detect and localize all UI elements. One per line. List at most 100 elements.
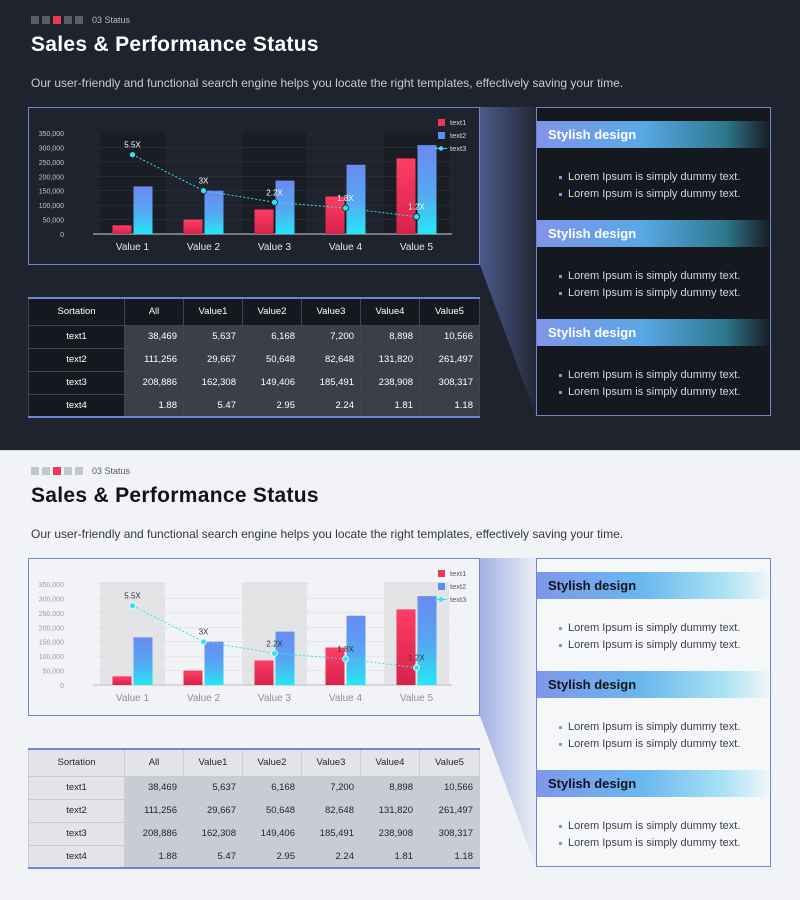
table-cell: 29,667: [183, 798, 243, 823]
table-cell: 131,820: [360, 347, 420, 372]
y-tick-label: 300,000: [39, 596, 64, 603]
table-row: text1 38,469 5,637 6,168 7,200 8,898 10,…: [28, 775, 480, 800]
bullet-item: Lorem Ipsum is simply dummy text.: [559, 637, 740, 654]
table-cell: 238,908: [360, 370, 420, 395]
table-cell: 50,648: [242, 798, 302, 823]
bullet-list: Lorem Ipsum is simply dummy text. Lorem …: [559, 268, 740, 301]
y-tick-label: 0: [60, 683, 64, 690]
section-label: 03 Status: [92, 466, 131, 476]
table-cell: 5.47: [183, 844, 243, 869]
bar-text2: [204, 190, 224, 234]
table-cell: 8,898: [360, 324, 420, 349]
line-point: [271, 649, 278, 657]
legend-label: text1: [450, 118, 466, 127]
line-text3: [132, 605, 417, 669]
table-header-cell: Value2: [242, 297, 302, 326]
legend-label: text3: [450, 144, 466, 153]
section-heading: Stylish design: [537, 671, 772, 698]
legend-swatch: [438, 132, 445, 139]
data-label: 5.5X: [124, 592, 141, 601]
table-header-cell: Value1: [183, 297, 243, 326]
feature-panel: Stylish design Lorem Ipsum is simply dum…: [536, 107, 772, 416]
bullet-list: Lorem Ipsum is simply dummy text. Lorem …: [559, 169, 740, 202]
legend-label: text2: [450, 582, 466, 591]
connector-beam: [480, 558, 536, 867]
bullet-item: Lorem Ipsum is simply dummy text.: [559, 384, 740, 401]
bar-text1: [325, 647, 345, 685]
data-label: 5.5X: [124, 141, 141, 150]
bar-line-chart: 0 50,000 100,000 150,000 200,000 250,000 300,0…: [39, 569, 467, 704]
table-cell: 111,256: [124, 347, 184, 372]
y-tick-label: 100,000: [39, 203, 64, 210]
bullet-item: Lorem Ipsum is simply dummy text.: [559, 719, 740, 736]
table-cell: 7,200: [301, 775, 361, 800]
legend-swatch: [438, 570, 445, 577]
table-cell: 38,469: [124, 324, 184, 349]
table-header-row: Sortation All Value1 Value2 Value3 Value…: [28, 297, 480, 326]
x-tick-label: Value 1: [116, 693, 150, 704]
feature-panel: Stylish design Lorem Ipsum is simply dum…: [536, 558, 772, 867]
table-row: text3 208,886 162,308 149,406 185,491 23…: [28, 370, 480, 395]
bar-text1: [112, 676, 132, 685]
row-label: text1: [28, 324, 125, 349]
data-label: 1.2X: [408, 203, 425, 212]
table-cell: 10,566: [419, 324, 480, 349]
table-cell: 2.24: [301, 393, 361, 418]
category-highlight: [242, 131, 307, 234]
table-cell: 1.81: [360, 844, 420, 869]
y-tick-label: 0: [60, 232, 64, 239]
line-point: [200, 638, 207, 646]
row-label: text3: [28, 370, 125, 395]
table-cell: 1.18: [419, 844, 480, 869]
section-marker: 03 Status: [31, 15, 130, 25]
table-cell: 111,256: [124, 798, 184, 823]
y-tick-label: 50,000: [43, 218, 65, 225]
table-header-cell: Sortation: [28, 748, 125, 777]
table-cell: 10,566: [419, 775, 480, 800]
table-cell: 238,908: [360, 821, 420, 846]
x-tick-label: Value 5: [400, 242, 434, 253]
table-header-cell: All: [124, 748, 184, 777]
table-cell: 82,648: [301, 347, 361, 372]
page-title: Sales & Performance Status: [31, 484, 319, 507]
legend-label: text1: [450, 569, 466, 578]
table-cell: 5,637: [183, 775, 243, 800]
x-tick-label: Value 4: [329, 693, 363, 704]
y-tick-label: 250,000: [39, 611, 64, 618]
line-point: [342, 204, 349, 212]
table-header-cell: Value3: [301, 748, 361, 777]
bar-text2: [275, 631, 295, 685]
line-point: [129, 602, 136, 610]
chart-frame: 0 50,000 100,000 150,000 200,000 250,000 300,0…: [28, 558, 480, 716]
data-table: Sortation All Value1 Value2 Value3 Value…: [28, 297, 480, 418]
x-tick-label: Value 1: [116, 242, 150, 253]
table-cell: 1.81: [360, 393, 420, 418]
y-tick-label: 50,000: [43, 669, 65, 676]
bar-text2: [417, 596, 437, 685]
table-cell: 208,886: [124, 821, 184, 846]
table-header-cell: Value4: [360, 297, 420, 326]
y-tick-label: 100,000: [39, 654, 64, 661]
x-tick-label: Value 2: [187, 242, 221, 253]
legend-label: text3: [450, 595, 466, 604]
bar-text1: [254, 209, 274, 234]
bullet-item: Lorem Ipsum is simply dummy text.: [559, 736, 740, 753]
table-header-cell: Value5: [419, 297, 480, 326]
row-label: text4: [28, 393, 125, 418]
table-cell: 5.47: [183, 393, 243, 418]
row-label: text1: [28, 775, 125, 800]
y-tick-label: 200,000: [39, 625, 64, 632]
bar-text1: [396, 609, 416, 685]
bullet-list: Lorem Ipsum is simply dummy text. Lorem …: [559, 818, 740, 851]
line-point: [129, 151, 136, 159]
row-label: text3: [28, 821, 125, 846]
table-cell: 29,667: [183, 347, 243, 372]
table-cell: 261,497: [419, 347, 480, 372]
table-header-row: Sortation All Value1 Value2 Value3 Value…: [28, 748, 480, 777]
table-cell: 185,491: [301, 821, 361, 846]
bar-text1: [325, 196, 345, 234]
table-cell: 162,308: [183, 821, 243, 846]
y-tick-label: 350,000: [39, 582, 64, 589]
page-title: Sales & Performance Status: [31, 33, 319, 56]
table-cell: 1.18: [419, 393, 480, 418]
